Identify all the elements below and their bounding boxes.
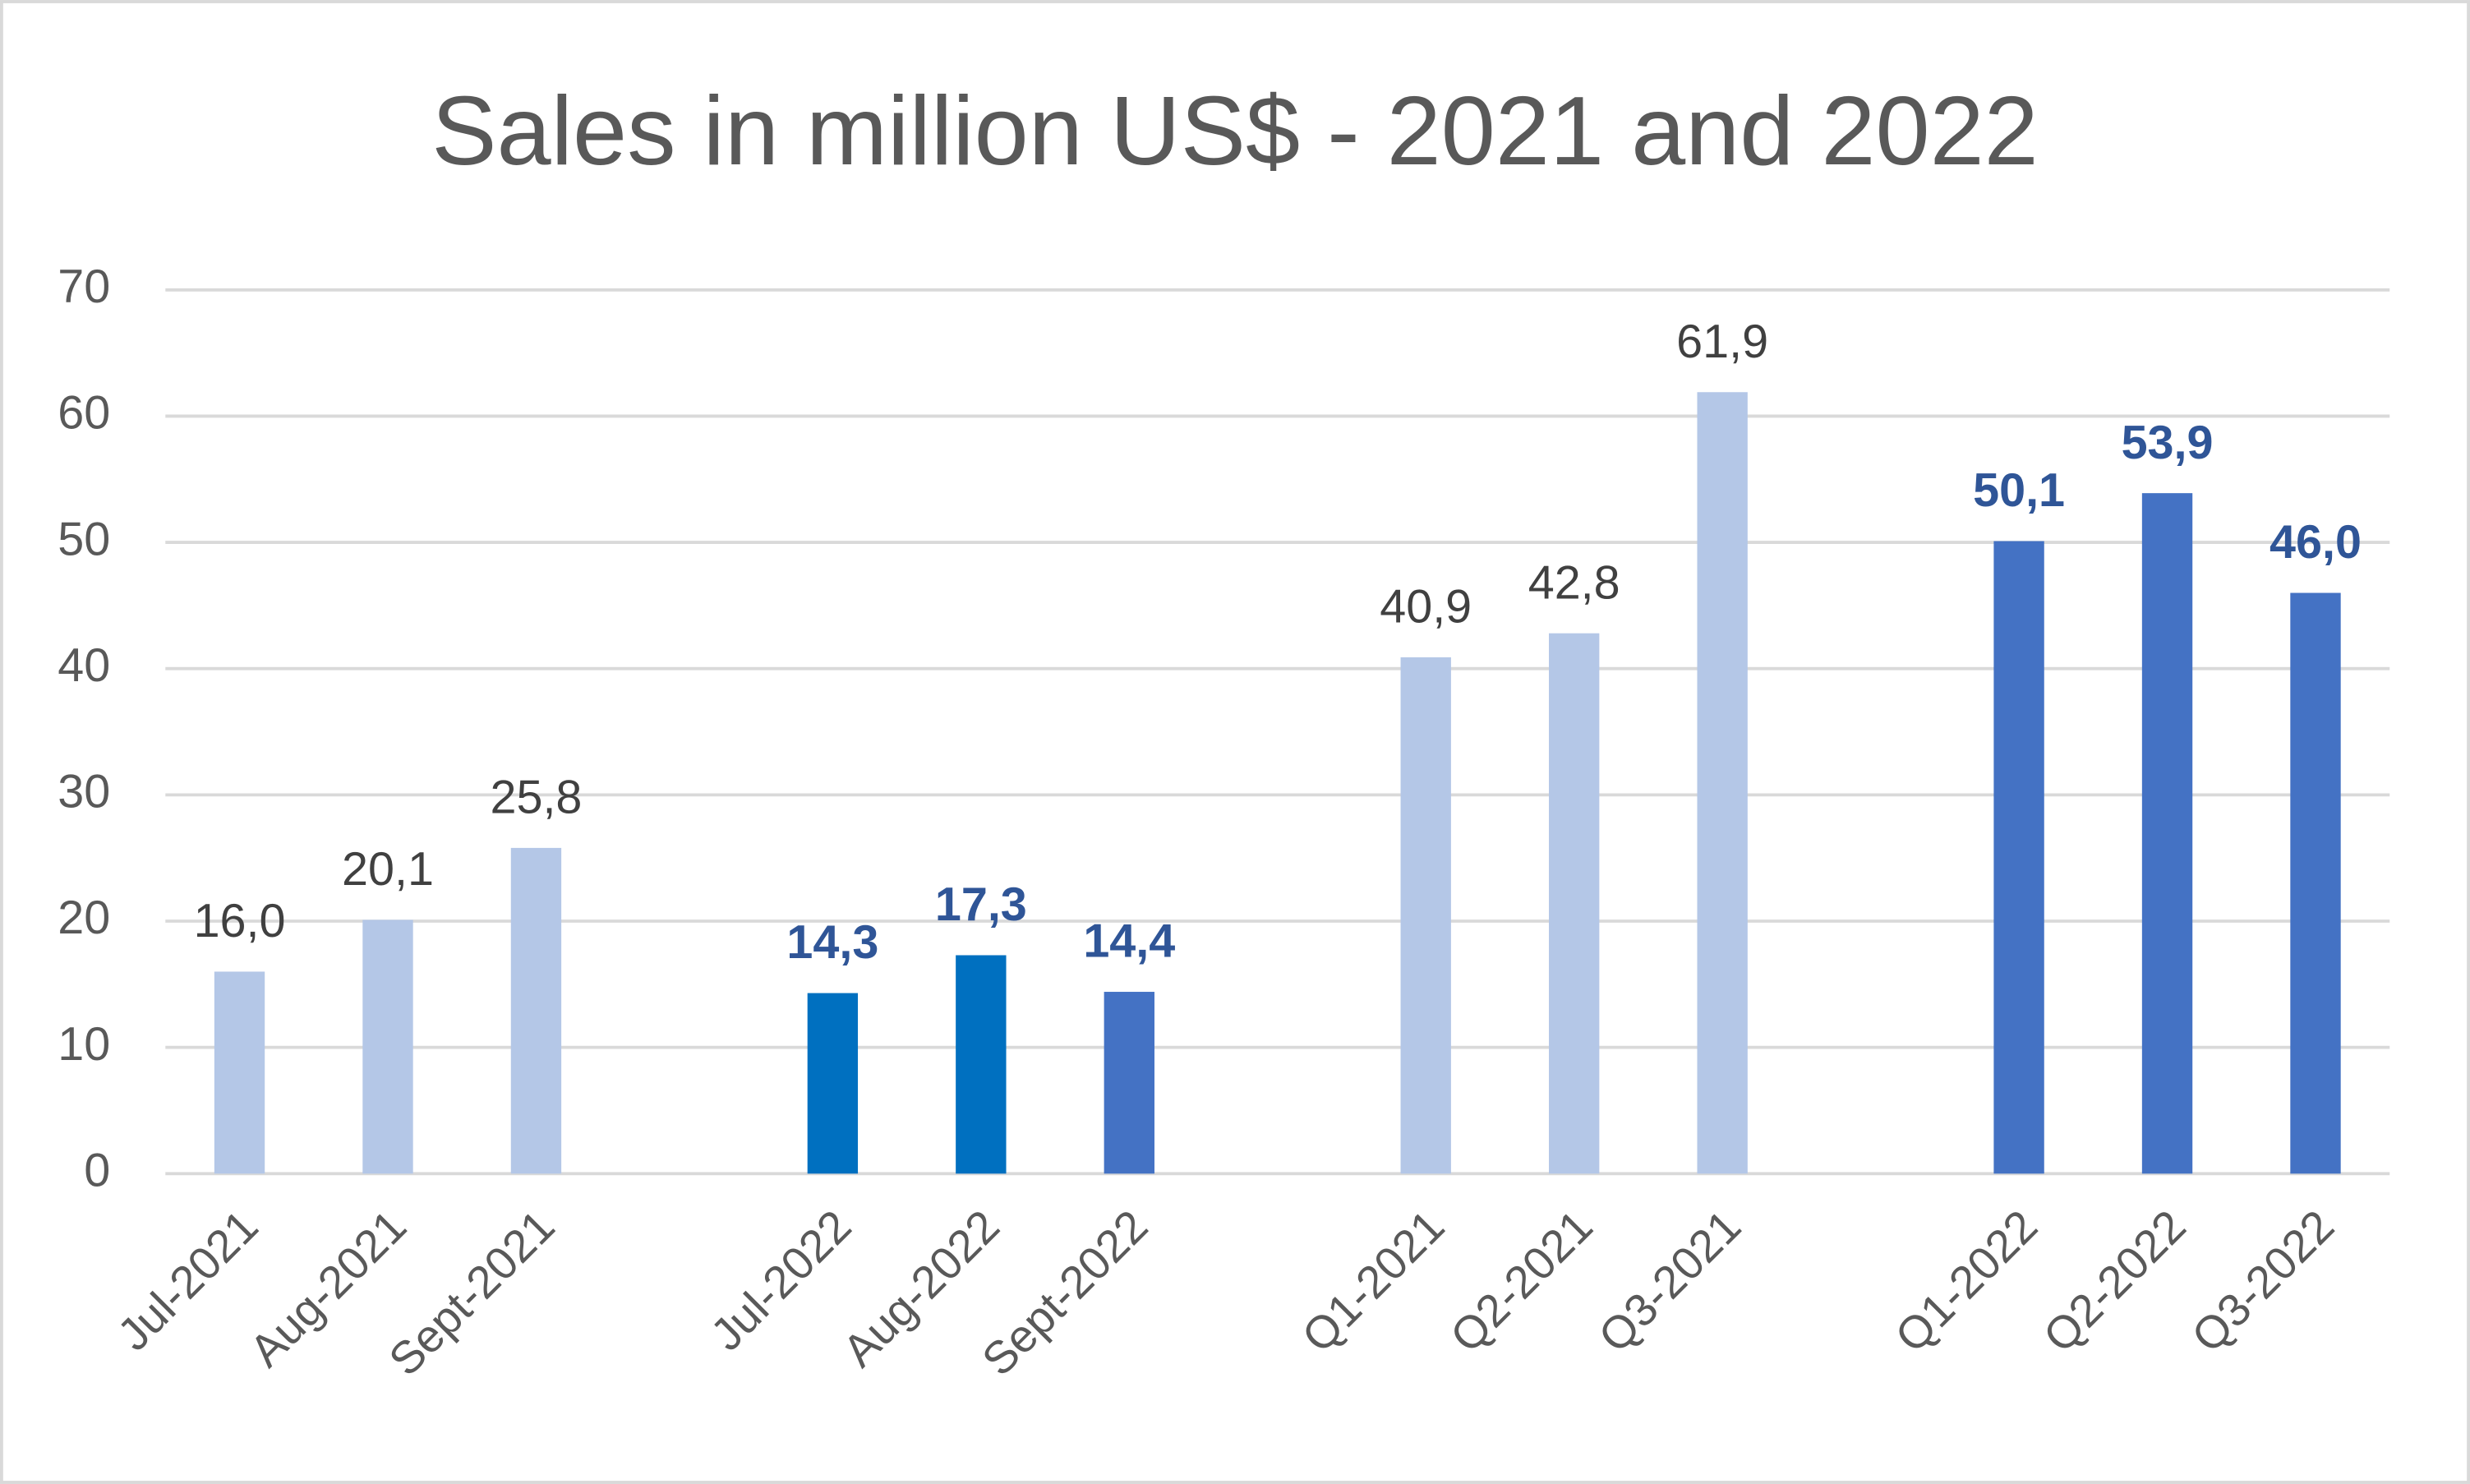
bar: [1993, 541, 2044, 1174]
bar: [1549, 633, 1600, 1174]
value-label: 46,0: [2270, 516, 2362, 569]
bar: [807, 993, 859, 1174]
value-label: 17,3: [935, 878, 1027, 931]
bar: [510, 847, 562, 1174]
bar: [1400, 657, 1451, 1174]
y-tick-label: 10: [58, 1018, 110, 1071]
y-tick-label: 0: [84, 1144, 110, 1196]
value-label: 40,9: [1380, 581, 1472, 634]
y-tick-label: 50: [58, 513, 110, 565]
bar: [2290, 592, 2341, 1174]
value-label: 14,4: [1083, 915, 1175, 968]
y-tick-label: 30: [58, 766, 110, 818]
bar: [214, 971, 265, 1174]
chart-title: Sales in million US$ - 2021 and 2022: [431, 76, 2039, 186]
value-label: 53,9: [2122, 417, 2214, 469]
y-tick-label: 60: [58, 387, 110, 440]
bar: [1104, 992, 1154, 1174]
bar: [362, 919, 413, 1174]
value-label: 42,8: [1528, 556, 1620, 609]
y-tick-label: 20: [58, 892, 110, 944]
bar: [2141, 493, 2193, 1174]
value-label: 20,1: [342, 843, 434, 896]
y-tick-label: 70: [58, 260, 110, 313]
value-label: 61,9: [1676, 316, 1768, 368]
bar: [956, 955, 1007, 1174]
value-label: 14,3: [786, 916, 878, 969]
bar: [1697, 392, 1748, 1174]
value-label: 25,8: [490, 772, 582, 824]
y-tick-label: 40: [58, 639, 110, 692]
value-label: 50,1: [1973, 464, 2065, 517]
value-label: 16,0: [194, 895, 286, 947]
